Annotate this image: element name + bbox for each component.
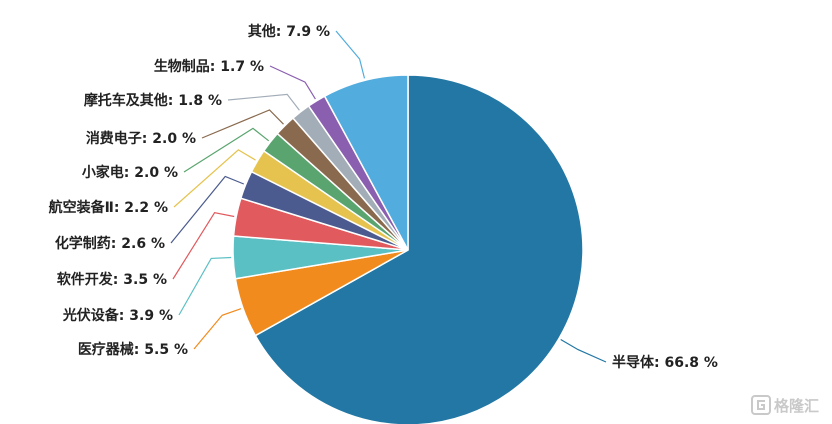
leader-lines [170, 30, 607, 363]
leader-line [560, 338, 607, 363]
slice-label: 小家电: 2.0 % [82, 164, 178, 181]
leader-line [227, 93, 300, 111]
g-logo-icon [751, 395, 771, 415]
leader-line [193, 308, 242, 350]
slice-label: 生物制品: 1.7 % [154, 58, 264, 75]
slice-label: 半导体: 66.8 % [612, 354, 718, 371]
leader-line [201, 109, 284, 139]
g-logo-mark [757, 400, 765, 410]
slice-label: 软件开发: 3.5 % [57, 271, 167, 288]
slice-label: 其他: 7.9 % [248, 23, 330, 40]
leader-line [172, 212, 235, 280]
slice-label: 航空装备Ⅱ: 2.2 % [49, 199, 168, 216]
leader-line [173, 149, 256, 208]
leader-line [269, 65, 316, 100]
watermark: 格隆汇 [751, 395, 819, 415]
slice-label: 化学制药: 2.6 % [55, 235, 165, 252]
slice-label: 消费电子: 2.0 % [86, 130, 196, 147]
slice-label: 光伏设备: 3.9 % [62, 307, 173, 324]
pie-slices [232, 74, 584, 424]
pie-slice[interactable] [254, 74, 584, 424]
leader-line [170, 175, 245, 244]
slice-label: 摩托车及其他: 1.8 % [84, 92, 222, 109]
leader-line [178, 256, 232, 316]
watermark-text: 格隆汇 [774, 397, 819, 415]
slice-labels: 半导体: 66.8 % 医疗器械: 5.5 % 光伏设备: 3.9 % 软件开发: 3… [49, 23, 718, 371]
slice-label: 医疗器械: 5.5 % [78, 341, 188, 358]
leader-line [183, 127, 270, 173]
leader-line [335, 30, 366, 79]
pie-slice[interactable] [323, 74, 409, 251]
